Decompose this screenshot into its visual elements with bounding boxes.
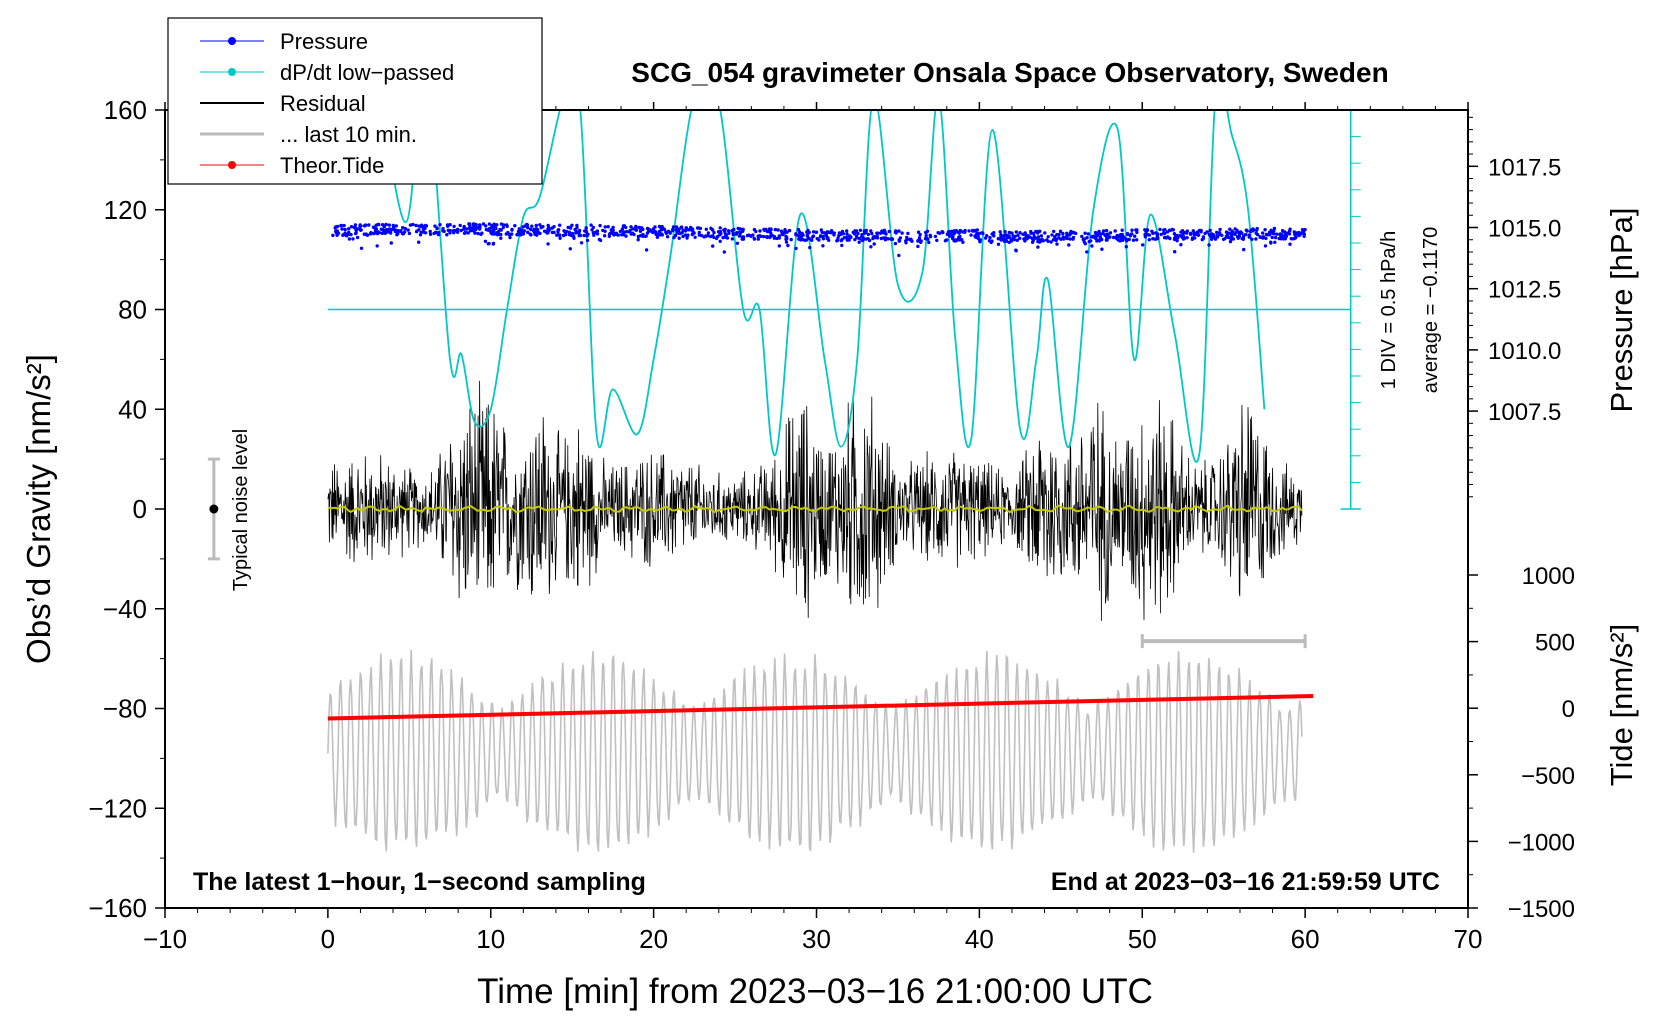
pressure-tick-label: 1012.5 <box>1488 277 1561 304</box>
pressure-tick-label: 1007.5 <box>1488 399 1561 426</box>
footer-left-annotation: The latest 1−hour, 1−second sampling <box>193 868 646 896</box>
legend: Pressure dP/dt low−passed Residual ... last… <box>167 17 543 185</box>
legend-swatch-dot <box>228 161 236 169</box>
pressure-tick-label: 1017.5 <box>1488 154 1561 181</box>
y-axis-label-left: Obs’d Gravity [nm/s²] <box>20 354 57 664</box>
y-tick-label: 120 <box>104 195 147 225</box>
y-tick-label: −80 <box>103 694 147 724</box>
x-tick-label: 20 <box>639 924 668 954</box>
y-tick-label: 80 <box>118 295 147 325</box>
pressure-tick-label: 1015.0 <box>1488 215 1561 242</box>
scale-annotation: 1 DIV = 0.5 hPa/h <box>1378 231 1400 389</box>
legend-box <box>167 17 543 185</box>
y-tick-label: −40 <box>103 594 147 624</box>
y-tick-label: −160 <box>88 893 147 923</box>
average-annotation: average = −0.1170 <box>1420 227 1442 393</box>
legend-entry-label: Residual <box>280 91 366 116</box>
tide-tick-label: −1000 <box>1508 829 1575 856</box>
chart-title: SCG_054 gravimeter Onsala Space Observat… <box>631 57 1388 88</box>
y-axis-label-pressure: Pressure [hPa] <box>1604 207 1639 412</box>
legend-swatch-dot <box>228 37 236 45</box>
y-tick-label: 0 <box>133 494 147 524</box>
x-tick-label: 50 <box>1128 924 1157 954</box>
legend-entry-label: Pressure <box>280 29 368 54</box>
tide-tick-label: −1500 <box>1508 896 1575 923</box>
y-tick-label: 40 <box>118 394 147 424</box>
x-axis-label: Time [min] from 2023−03−16 21:00:00 UTC <box>477 972 1153 1011</box>
x-tick-label: 30 <box>802 924 831 954</box>
x-tick-label: 0 <box>321 924 335 954</box>
noise-annotation: Typical noise level <box>230 429 252 591</box>
y-tick-label: 160 <box>104 95 147 125</box>
x-tick-label: 10 <box>476 924 505 954</box>
footer-right-annotation: End at 2023−03−16 21:59:59 UTC <box>1051 868 1440 896</box>
axes-layer <box>155 102 1478 918</box>
legend-entry-label: Theor.Tide <box>280 153 384 178</box>
tide-tick-label: 0 <box>1562 696 1575 723</box>
smoothed-yellow-line <box>327 504 1303 514</box>
tide-tick-label: 1000 <box>1522 563 1575 590</box>
data-layer <box>207 109 1361 853</box>
pressure-tick-label: 1010.0 <box>1488 338 1561 365</box>
legend-entry-label: dP/dt low−passed <box>280 60 454 85</box>
x-tick-label: 40 <box>965 924 994 954</box>
pressure-series-dots <box>331 222 1307 258</box>
tide-tick-label: −500 <box>1521 763 1575 790</box>
noise-point <box>209 504 219 514</box>
y-tick-label: −120 <box>88 793 147 823</box>
tide-tick-label: 500 <box>1535 630 1575 657</box>
y-axis-label-tide: Tide [nm/s²] <box>1604 624 1639 787</box>
text-layer: −10 0 10 20 30 40 50 60 70 160 120 80 40 0 −40 −80 −120 −… <box>20 57 1639 1011</box>
legend-swatch-dot <box>228 68 236 76</box>
legend-entry-label: ... last 10 min. <box>280 122 417 147</box>
x-tick-label: 60 <box>1291 924 1320 954</box>
x-tick-label: 70 <box>1454 924 1483 954</box>
residual-series-line <box>327 380 1303 621</box>
theor-tide-line <box>327 694 1314 721</box>
x-tick-label: −10 <box>143 924 187 954</box>
